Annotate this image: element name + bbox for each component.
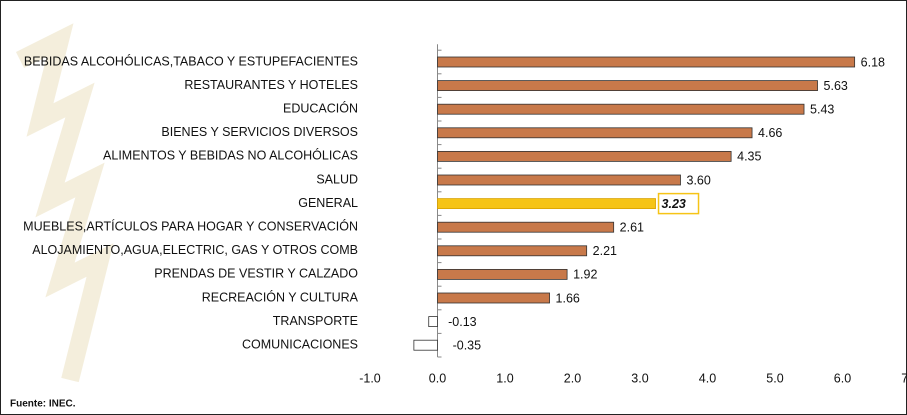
bar — [413, 339, 438, 351]
x-tick-label: 5.0 — [766, 371, 783, 385]
category-label: TRANSPORTE — [273, 314, 358, 328]
value-label: 3.60 — [687, 173, 711, 187]
category-label: SALUD — [316, 172, 358, 186]
value-label: -0.35 — [453, 338, 482, 352]
category-label: COMUNICACIONES — [242, 337, 358, 351]
category-label: MUEBLES,ARTÍCULOS PARA HOGAR Y CONSERVAC… — [23, 218, 358, 233]
value-label: 6.18 — [861, 55, 885, 69]
category-label: PRENDAS DE VESTIR Y CALZADO — [154, 267, 358, 281]
category-label: BEBIDAS ALCOHÓLICAS,TABACO Y ESTUPEFACIE… — [24, 53, 358, 68]
bar — [437, 80, 818, 91]
x-tick-label: 1.0 — [496, 371, 513, 385]
bar — [437, 221, 615, 233]
bar — [437, 127, 753, 139]
value-label: -0.13 — [448, 315, 477, 329]
bar — [428, 316, 438, 328]
bar — [437, 268, 568, 280]
x-tick-label: 6.0 — [834, 371, 851, 385]
x-tick-label: 7.0 — [901, 371, 907, 385]
value-label: 5.63 — [824, 79, 848, 93]
value-label: 1.92 — [573, 268, 597, 282]
bar — [437, 292, 550, 304]
bar — [437, 198, 656, 210]
category-label: BIENES Y SERVICIOS DIVERSOS — [161, 125, 358, 139]
source: Fuente: INEC. — [10, 399, 76, 410]
bar — [437, 150, 732, 162]
value-label: 4.66 — [758, 126, 782, 140]
bar — [437, 103, 805, 115]
bar — [437, 245, 588, 257]
x-tick-label: 4.0 — [699, 371, 716, 385]
category-label: EDUCACIÓN — [283, 100, 358, 115]
value-label: 5.43 — [810, 102, 834, 116]
category-label: ALOJAMIENTO,AGUA,ELECTRIC, GAS Y OTROS C… — [32, 243, 358, 257]
x-tick-label: 3.0 — [631, 371, 648, 385]
value-label-box — [657, 192, 700, 215]
category-label: ALIMENTOS Y BEBIDAS NO ALCOHÓLICAS — [103, 148, 358, 163]
category-label: RECREACIÓN Y CULTURA — [202, 289, 359, 304]
background-decoration — [15, 23, 114, 383]
value-label: 2.61 — [620, 220, 644, 234]
value-label: 2.21 — [593, 244, 617, 258]
value-label: 1.66 — [556, 291, 580, 305]
x-tick-label: 2.0 — [564, 371, 581, 385]
category-label: GENERAL — [298, 196, 358, 210]
category-label: RESTAURANTES Y HOTELES — [184, 78, 358, 92]
value-label: 3.23 — [662, 197, 686, 211]
bar — [437, 56, 856, 68]
x-tick-label: 0.0 — [429, 371, 446, 385]
bar — [437, 174, 681, 186]
x-tick-label: -1.0 — [359, 371, 381, 385]
value-label: 4.35 — [737, 150, 761, 164]
